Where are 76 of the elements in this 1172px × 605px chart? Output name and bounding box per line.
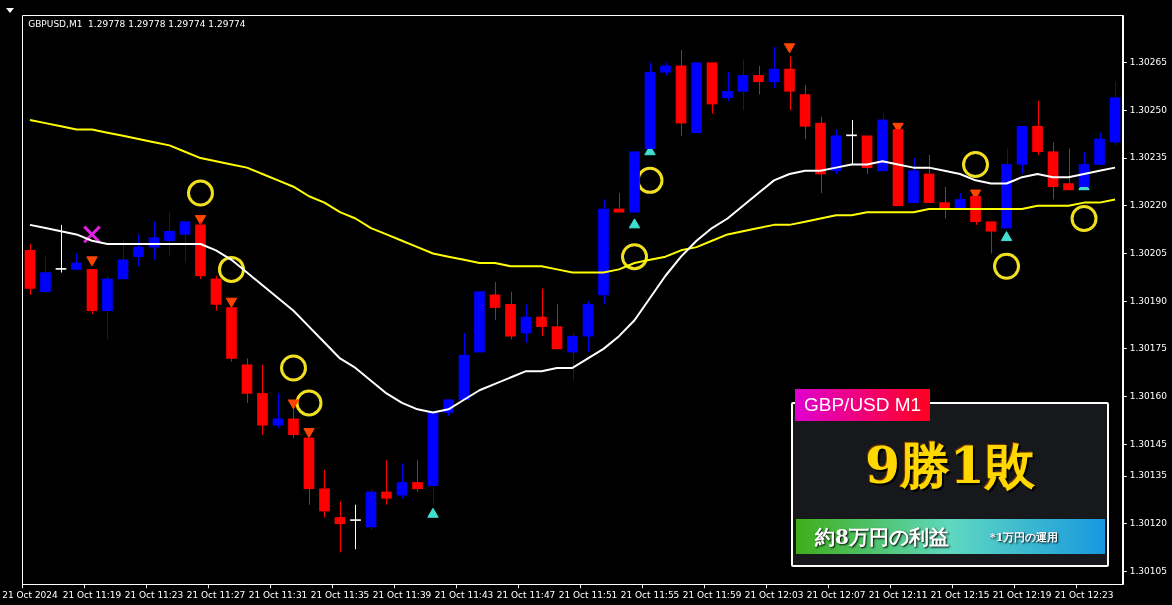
candlestick [396,462,408,499]
y-tick-label: 1.30190 [1129,295,1168,306]
candlestick [768,46,780,89]
x-tick-label: 21 Oct 12:15 [930,589,990,600]
x-tick-label: 21 Oct 11:19 [62,589,122,600]
candlestick [381,459,392,506]
point [427,507,439,518]
candlestick [784,55,795,111]
point [993,252,1021,280]
candlestick [536,287,547,337]
annotation: 9勝1敗 [864,436,1036,496]
candlestick [985,221,997,254]
x-tick-label: 21 Oct 11:27 [186,589,246,600]
point [279,354,307,382]
candlestick [350,504,361,550]
x-tick-label: 21 Oct 11:31 [248,589,308,600]
candlestick [117,240,129,280]
y-tick-label: 1.30235 [1129,152,1167,163]
candlestick [319,469,330,518]
point [962,150,990,178]
candlestick [753,65,764,95]
x-tick-label: 21 Oct 11:35 [310,589,370,600]
x-tick-label: 21 Oct 11:59 [682,589,742,600]
candlestick [737,59,749,111]
y-tick-label: 1.30175 [1129,343,1167,354]
y-tick-label: 1.30135 [1129,470,1167,481]
x-tick-label: 21 Oct 11:51 [558,589,618,600]
point [1070,205,1098,233]
point [783,43,796,54]
candlestick [520,303,532,344]
x-tick-label: 21 Oct 12:03 [744,589,804,600]
point [621,243,649,271]
y-tick-label: 1.30145 [1129,438,1167,449]
x-tick-label: 21 Oct 11:55 [620,589,680,600]
y-tick-label: 1.30205 [1129,247,1167,258]
x-tick-label: 21 Oct 11:47 [496,589,556,600]
y-tick-label: 1.30120 [1129,518,1168,529]
point [186,179,214,207]
y-tick-label: 1.30220 [1129,200,1168,211]
candlestick [489,281,501,321]
point [628,218,641,229]
x-tick-label: 21 Oct 12:07 [806,589,866,600]
point [225,297,238,308]
candlestick [567,332,578,382]
y-tick-label: 1.30250 [1129,104,1168,115]
x-tick-label: 21 Oct 12:11 [868,589,928,600]
candlestick [412,459,423,493]
y-tick-label: 1.30105 [1129,565,1167,576]
point [287,399,300,410]
x-tick-label: 21 Oct 11:39 [372,589,432,600]
point [295,389,323,417]
annotation: *1万円の運用 [990,530,1059,546]
candlestick [40,256,51,293]
y-tick-label: 1.30160 [1129,390,1168,401]
candlestick [164,211,175,258]
x-tick-label: 21 Oct 2024 [2,589,59,600]
x-tick-label: 21 Oct 12:23 [1054,589,1114,600]
x-tick-label: 21 Oct 11:43 [434,589,494,600]
candlestick [334,501,346,553]
x-tick-label: 21 Oct 12:19 [992,589,1052,600]
point [303,428,315,439]
annotation: GBP/USD M1 [795,389,931,421]
point [86,256,98,267]
candlestick [133,233,144,267]
y-tick-label: 1.30265 [1129,57,1167,68]
candlestick [551,303,563,350]
annotation: 約8万円の利益 [815,524,949,551]
candlestick [179,221,191,264]
candlestick [55,224,67,274]
candlestick [272,392,284,429]
x-tick-label: 21 Oct 11:23 [124,589,184,600]
point [217,255,245,283]
candlestick [1063,148,1074,191]
candlestick [722,71,733,102]
point [1000,231,1013,242]
text: GBPUSD,M1 1.29778 1.29778 1.29774 1.29774 [28,19,246,30]
